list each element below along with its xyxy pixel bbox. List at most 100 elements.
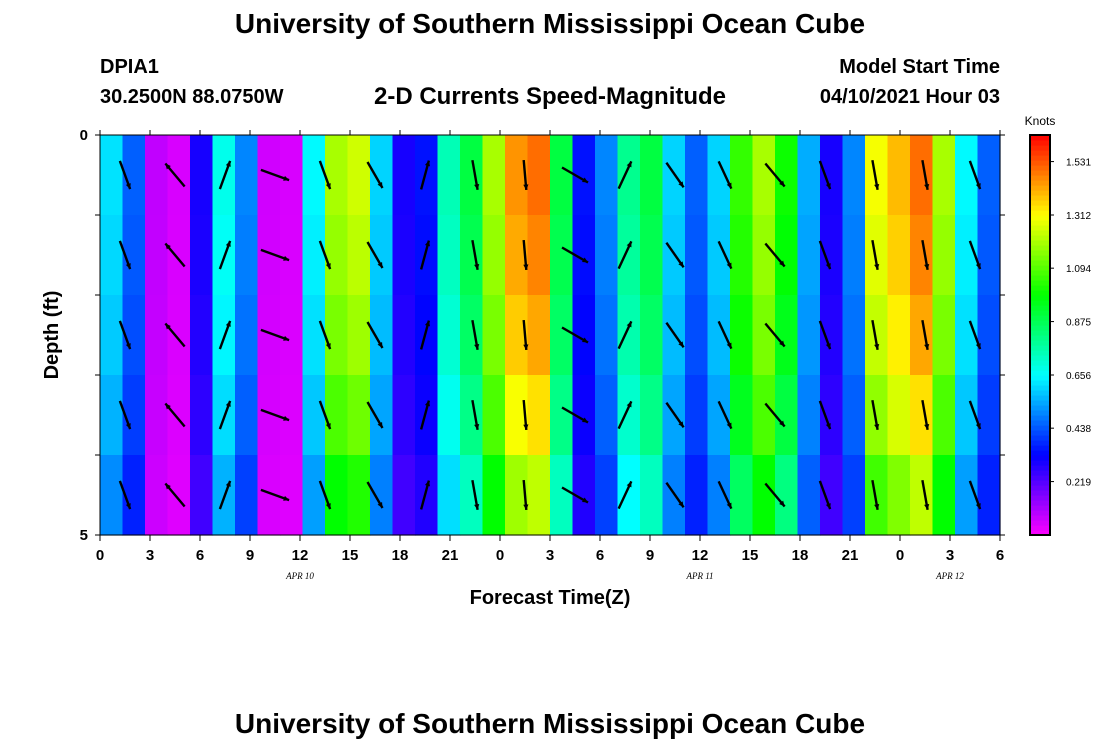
heatmap-cell [550, 295, 574, 376]
heatmap-cell [910, 295, 934, 376]
heatmap-cell [550, 455, 574, 536]
vector-arrowhead [125, 183, 131, 190]
heatmap-cell [392, 135, 416, 216]
vector-arrowhead [582, 417, 588, 423]
vector-arrowhead [779, 180, 785, 187]
chart-title: University of Southern Mississippi Ocean… [234, 8, 866, 39]
vector-arrowhead [424, 480, 431, 487]
heatmap-cell [595, 135, 619, 216]
x-tick-label: 0 [896, 547, 904, 564]
heatmap-cell [167, 375, 191, 456]
heatmap-cell [325, 215, 349, 296]
station-coordinates: 30.2500N 88.0750W [100, 86, 284, 108]
colorbar-band [1030, 225, 1050, 231]
colorbar-band [1030, 460, 1050, 466]
heatmap-cell [415, 455, 439, 536]
vector-arrowhead [726, 262, 732, 269]
heatmap-cell [122, 215, 146, 296]
heatmap-cell [325, 295, 349, 376]
heatmap-cell [595, 295, 619, 376]
chart-subtitle: 2-D Currents Speed-Magnitude [373, 83, 727, 110]
current-vectors [118, 159, 982, 511]
vector-arrowhead [523, 184, 529, 190]
heatmap-cell [415, 135, 439, 216]
x-tick-label: 0 [96, 547, 104, 564]
heatmap-cell [752, 135, 776, 216]
colorbar-band [1030, 270, 1050, 276]
vector-arrowhead [924, 183, 930, 190]
colorbar-band [1030, 395, 1050, 401]
vector-arrowhead [975, 183, 981, 190]
heatmap-cell [325, 455, 349, 536]
heatmap-cell [775, 215, 799, 296]
heatmap-cell [887, 215, 911, 296]
heatmap-cell [280, 455, 304, 536]
vector-arrowhead [424, 320, 431, 327]
colorbar-band [1030, 170, 1050, 176]
x-axis-label: Forecast Time(Z) [470, 587, 631, 609]
colorbar-tick-label: 0.438 [1066, 424, 1091, 435]
colorbar-band [1030, 200, 1050, 206]
vector-arrowhead [283, 415, 290, 421]
vector-arrowhead [225, 320, 231, 327]
colorbar-band [1030, 500, 1050, 506]
heatmap-cell [865, 215, 889, 296]
heatmap-cell [190, 455, 214, 536]
colorbar-band [1030, 315, 1050, 321]
colorbar-band [1030, 420, 1050, 426]
heatmap-cell [820, 135, 844, 216]
colorbar-band [1030, 265, 1050, 271]
vector-arrowhead [924, 503, 930, 510]
vector-arrowhead [924, 343, 930, 350]
heatmap-cell [257, 215, 281, 296]
vector-arrowhead [283, 255, 290, 261]
vector-arrowhead [678, 501, 684, 508]
heatmap-cell [482, 295, 506, 376]
colorbar-band [1030, 505, 1050, 511]
vector-arrowhead [523, 264, 529, 270]
heatmap-cell [932, 215, 956, 296]
heatmap-cell [977, 375, 1001, 456]
heatmap-cell [820, 455, 844, 536]
colorbar-band [1030, 230, 1050, 236]
vector-arrowhead [874, 423, 880, 430]
heatmap-cell [100, 135, 124, 216]
vector-arrowhead [678, 181, 684, 188]
heatmap-cell [617, 455, 641, 536]
x-tick-label: 9 [646, 547, 654, 564]
heatmap-cell [505, 135, 529, 216]
heatmap-cell [820, 215, 844, 296]
footer-title: University of Southern Mississippi Ocean… [234, 708, 866, 739]
heatmap-cell [437, 295, 461, 376]
heatmap-cell [482, 135, 506, 216]
vector-arrowhead [474, 183, 480, 190]
x-tick-label: 21 [842, 547, 859, 564]
colorbar-band [1030, 240, 1050, 246]
colorbar-band [1030, 135, 1050, 141]
heatmap-cell [797, 135, 821, 216]
heatmap-cell [280, 135, 304, 216]
heatmap-cell [640, 295, 664, 376]
heatmap-cell [977, 455, 1001, 536]
heatmap-cell [482, 215, 506, 296]
heatmap-cell [100, 215, 124, 296]
colorbar-band [1030, 250, 1050, 256]
heatmap-cell [572, 295, 596, 376]
colorbar-band [1030, 485, 1050, 491]
heatmap-cell [100, 375, 124, 456]
x-tick-label: 21 [442, 547, 459, 564]
vector-arrowhead [874, 183, 880, 190]
x-tick-label: 18 [792, 547, 809, 564]
colorbar-band [1030, 185, 1050, 191]
colorbar-band [1030, 400, 1050, 406]
date-label: APR 12 [935, 571, 964, 581]
vector-arrowhead [325, 423, 331, 430]
heatmap-cell [617, 215, 641, 296]
heatmap-cell [887, 295, 911, 376]
colorbar: Knots 1.531 1.312 1.094 0.875 0.656 0.438 0.219 [1025, 114, 1091, 536]
colorbar-tick-label: 1.531 [1066, 158, 1091, 169]
heatmap-cell [842, 375, 866, 456]
x-tick-label: 3 [146, 547, 154, 564]
heatmap-cell [122, 455, 146, 536]
